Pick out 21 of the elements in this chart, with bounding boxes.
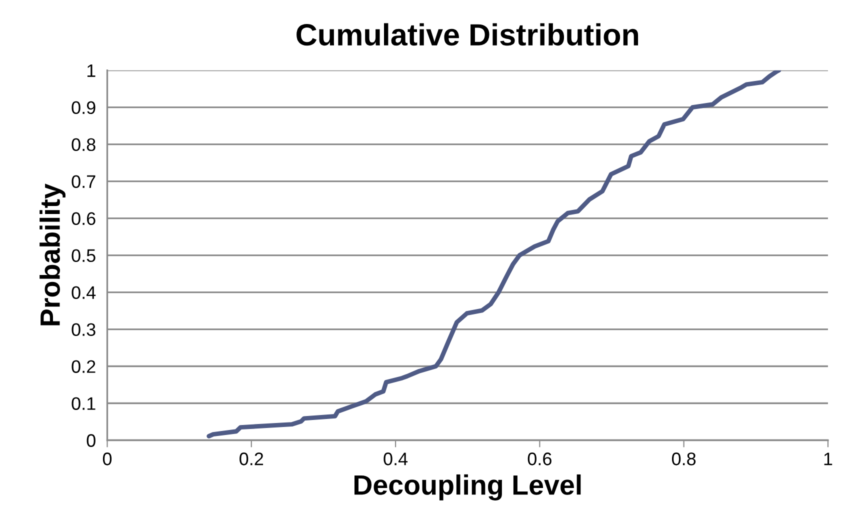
x-tick-label: 1	[824, 452, 832, 466]
chart-title: Cumulative Distribution	[296, 23, 638, 46]
y-tick-label: 0.8	[72, 138, 96, 152]
x-axis-title: Decoupling Level	[354, 474, 581, 500]
x-tick-label: 0.8	[672, 452, 696, 466]
y-tick-label: 0.7	[72, 175, 96, 188]
y-tick-label: 0.3	[72, 323, 96, 336]
y-tick-label: 0.2	[72, 360, 96, 373]
y-tick-label: 0.1	[72, 397, 96, 410]
x-tick-label: 0.6	[528, 452, 552, 466]
y-axis-title: Probability	[40, 184, 66, 326]
x-tick-label: 0.4	[384, 452, 408, 466]
x-tick-label: 0.2	[240, 452, 264, 466]
y-tick-label: 0	[86, 434, 96, 447]
y-tick-label: 1	[87, 64, 96, 77]
y-tick-label: 0.9	[72, 101, 96, 114]
y-tick-label: 0.6	[72, 212, 96, 226]
y-tick-label: 0.5	[72, 249, 96, 262]
y-tick-label: 0.4	[72, 286, 96, 299]
line-series	[206, 70, 782, 438]
x-tick-label: 0	[102, 452, 112, 466]
